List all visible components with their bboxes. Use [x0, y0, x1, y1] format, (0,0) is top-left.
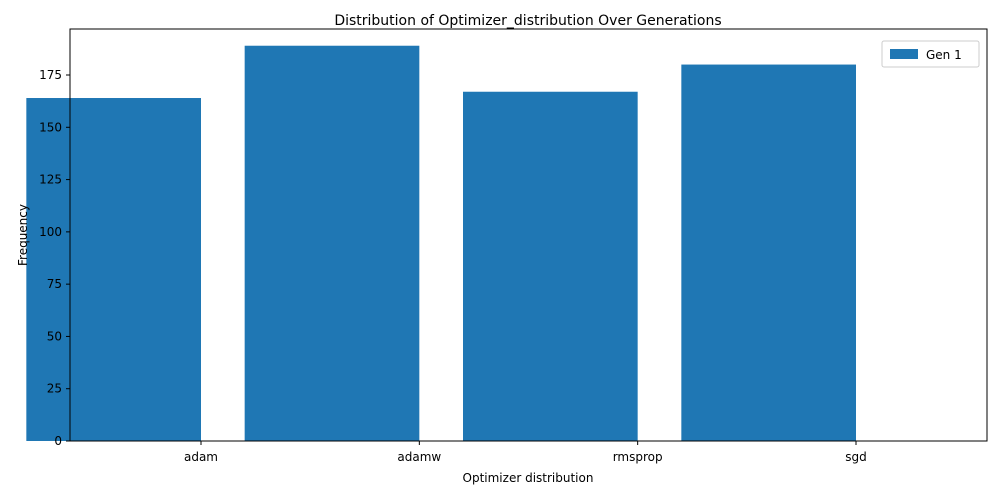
legend: Gen 1	[881, 40, 980, 68]
x-tick-label-sgd: sgd	[845, 450, 867, 464]
x-tick-label-adam: adam	[184, 450, 218, 464]
x-axis-label: Optimizer distribution	[463, 471, 594, 485]
y-tick-label: 175	[39, 68, 62, 82]
x-tick-label-adamw: adamw	[397, 450, 441, 464]
chart-title: Distribution of Optimizer_distribution O…	[334, 13, 721, 29]
bar-adam	[26, 98, 202, 441]
y-tick-label: 125	[39, 173, 62, 187]
y-tick-label: 100	[39, 225, 62, 239]
legend-label: Gen 1	[926, 48, 962, 62]
y-axis-label: Frequency	[16, 204, 30, 266]
y-tick-label: 50	[47, 329, 62, 343]
y-tick-label: 0	[54, 434, 62, 448]
legend-box	[881, 40, 980, 68]
bar-rmsprop	[463, 91, 638, 441]
y-axis-ticks: 0 25 50 75 100 125 150 175	[39, 68, 70, 448]
bar-sgd	[681, 64, 856, 442]
bar-adamw	[244, 45, 420, 442]
x-axis-ticks: adam adamw rmsprop sgd	[184, 441, 867, 464]
x-tick-label-rmsprop: rmsprop	[613, 450, 663, 464]
legend-swatch	[890, 49, 918, 59]
bars-group	[26, 45, 856, 442]
y-tick-label: 150	[39, 120, 62, 134]
plot-frame	[69, 28, 988, 442]
y-tick-label: 75	[47, 277, 62, 291]
y-tick-label: 25	[47, 382, 62, 396]
